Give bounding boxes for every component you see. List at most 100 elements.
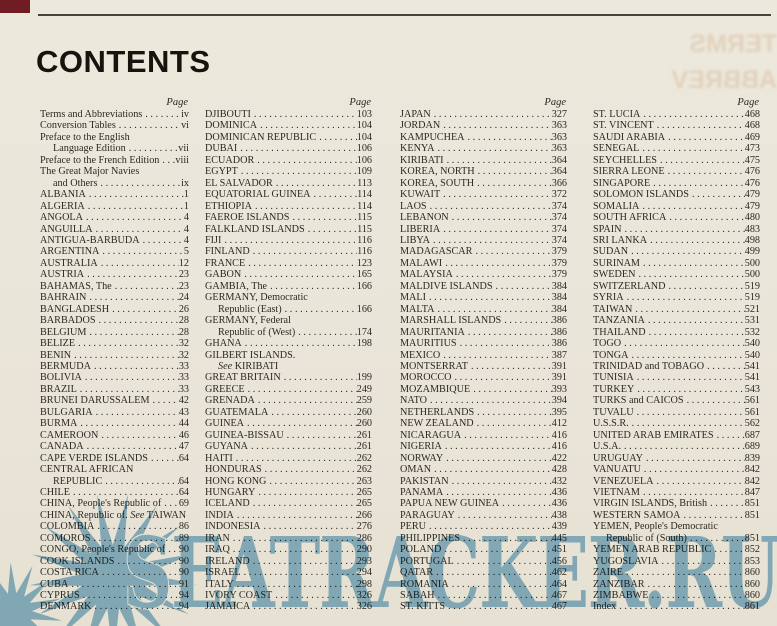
page-number: 384 xyxy=(551,292,567,304)
page-number: 165 xyxy=(356,269,372,281)
toc-entry: NATO....................................… xyxy=(400,395,567,406)
toc-entry: EQUATORIAL GUINEA.......................… xyxy=(205,189,372,200)
toc-entry: HONG KONG...............................… xyxy=(205,476,372,487)
entry-label: SRI LANKA xyxy=(593,234,648,246)
page-number: 104 xyxy=(356,131,372,143)
dot-leader: ........................................… xyxy=(95,406,179,418)
toc-entry: GUINEA-BISSAU...........................… xyxy=(205,430,372,441)
toc-entry: MALTA...................................… xyxy=(400,304,567,315)
dot-leader: ........................................… xyxy=(260,120,357,132)
entry-label: ANGUILLA xyxy=(40,223,93,235)
dot-leader: ........................................… xyxy=(101,567,179,579)
page-number: 166 xyxy=(356,303,372,315)
dot-leader: ........................................… xyxy=(451,212,552,224)
entry-label: YEMEN, People's Democratic xyxy=(593,521,718,533)
page-number: 64 xyxy=(178,486,189,498)
page-number: 265 xyxy=(356,498,372,510)
entry-label: SINGAPORE xyxy=(593,177,651,189)
entry-label: LEBANON xyxy=(400,212,449,224)
toc-entry: SPAIN...................................… xyxy=(593,224,760,235)
page-number: 499 xyxy=(744,246,760,258)
dot-leader: ........................................… xyxy=(251,441,357,453)
dot-leader: ........................................… xyxy=(445,257,552,269)
page-number: 519 xyxy=(744,292,760,304)
entry-label: GUINEA xyxy=(205,418,245,430)
toc-entry: INDONESIA...............................… xyxy=(205,521,372,532)
page-number: 326 xyxy=(356,601,372,613)
toc-entry: FIJI....................................… xyxy=(205,235,372,246)
toc-entry: MONTSERRAT..............................… xyxy=(400,361,567,372)
entry-label: NICARAGUA xyxy=(400,429,462,441)
dot-leader: ........................................… xyxy=(248,257,357,269)
page-number: 395 xyxy=(551,406,567,418)
page-number: 33 xyxy=(178,360,189,372)
entry-label: ANTIGUA-BARBUDA xyxy=(40,234,140,246)
page-number: 436 xyxy=(551,498,567,510)
page-number: 386 xyxy=(551,338,567,350)
toc-entry: TUNISIA.................................… xyxy=(593,372,760,383)
dot-leader: ........................................… xyxy=(253,601,357,613)
entry-label: TONGA xyxy=(593,349,629,361)
entry-label: MOZAMBIQUE xyxy=(400,383,471,395)
dot-leader: ........................................… xyxy=(436,567,552,579)
page-column-header: Page xyxy=(166,97,188,108)
entry-label: FALKLAND ISLANDS xyxy=(205,223,305,235)
dot-leader: ........................................… xyxy=(648,326,745,338)
toc-entry: MAURITIUS...............................… xyxy=(400,338,567,349)
entry-label: CAMEROON xyxy=(40,429,99,441)
entry-label: AUSTRIA xyxy=(40,269,85,281)
toc-entry: PHILIPPINES.............................… xyxy=(400,533,567,544)
entry-label: PAPUA NEW GUINEA xyxy=(400,498,500,510)
page-number: 479 xyxy=(744,189,760,201)
dot-leader: ........................................… xyxy=(79,383,179,395)
toc-entry: GREECE..................................… xyxy=(205,384,372,395)
toc-entry: The Great Major Navies xyxy=(40,166,189,177)
dot-leader: ........................................… xyxy=(82,590,179,602)
dot-leader: ........................................… xyxy=(642,200,745,212)
dot-leader: ........................................… xyxy=(650,234,745,246)
entry-label: FRANCE xyxy=(205,257,246,269)
dot-leader: ........................................… xyxy=(643,109,744,120)
page-number: 847 xyxy=(744,486,760,498)
page-number: 451 xyxy=(551,544,567,556)
page-number: 90 xyxy=(178,544,189,556)
entry-label: PHILIPPINES xyxy=(400,532,461,544)
toc-entry: IRAN....................................… xyxy=(205,533,372,544)
toc-entry: LAOS....................................… xyxy=(400,201,567,212)
entry-label: FIJI xyxy=(205,234,222,246)
entry-label: COSTA RICA xyxy=(40,567,99,579)
toc-entry: GUYANA..................................… xyxy=(205,441,372,452)
dot-leader: ........................................… xyxy=(656,120,745,132)
page-number: 23 xyxy=(178,269,189,281)
dot-leader: ........................................… xyxy=(95,223,184,235)
dot-leader: ........................................… xyxy=(87,269,179,281)
page-number: 43 xyxy=(178,406,189,418)
dot-leader: ........................................… xyxy=(631,349,745,361)
dot-leader: ........................................… xyxy=(642,257,745,269)
entry-label: U.S.S.R. xyxy=(593,418,629,430)
entry-label: SIERRA LEONE xyxy=(593,166,665,178)
dot-leader: ........................................… xyxy=(117,555,179,567)
toc-entry: DOMINICAN REPUBLIC......................… xyxy=(205,132,372,143)
dot-leader: ........................................… xyxy=(429,200,552,212)
entry-label: BENIN xyxy=(40,349,72,361)
dot-leader: ........................................… xyxy=(443,120,552,132)
page-number: 91 xyxy=(178,578,189,590)
dot-leader: ........................................… xyxy=(467,326,552,338)
entry-label: ST. KITTS xyxy=(400,601,446,613)
page-number: 386 xyxy=(551,326,567,338)
toc-entry: GUINEA..................................… xyxy=(205,418,372,429)
toc-entry: SAUDI ARABIA............................… xyxy=(593,132,760,143)
toc-entry: NIGERIA.................................… xyxy=(400,441,567,452)
red-corner-mark xyxy=(0,0,30,13)
toc-entry: WESTERN SAMOA...........................… xyxy=(593,510,760,521)
page-number: 265 xyxy=(356,486,372,498)
toc-entry: ZIMBABWE................................… xyxy=(593,590,760,601)
toc-column: PageJAPAN...............................… xyxy=(400,97,567,613)
entry-label: KIRIBATI xyxy=(400,154,444,166)
toc-entry: NEW ZEALAND.............................… xyxy=(400,418,567,429)
entry-label: KENYA xyxy=(400,143,435,155)
page-number: 436 xyxy=(551,486,567,498)
entry-label: ETHIOPIA xyxy=(205,200,252,212)
toc-entry: SIERRA LEONE............................… xyxy=(593,166,760,177)
